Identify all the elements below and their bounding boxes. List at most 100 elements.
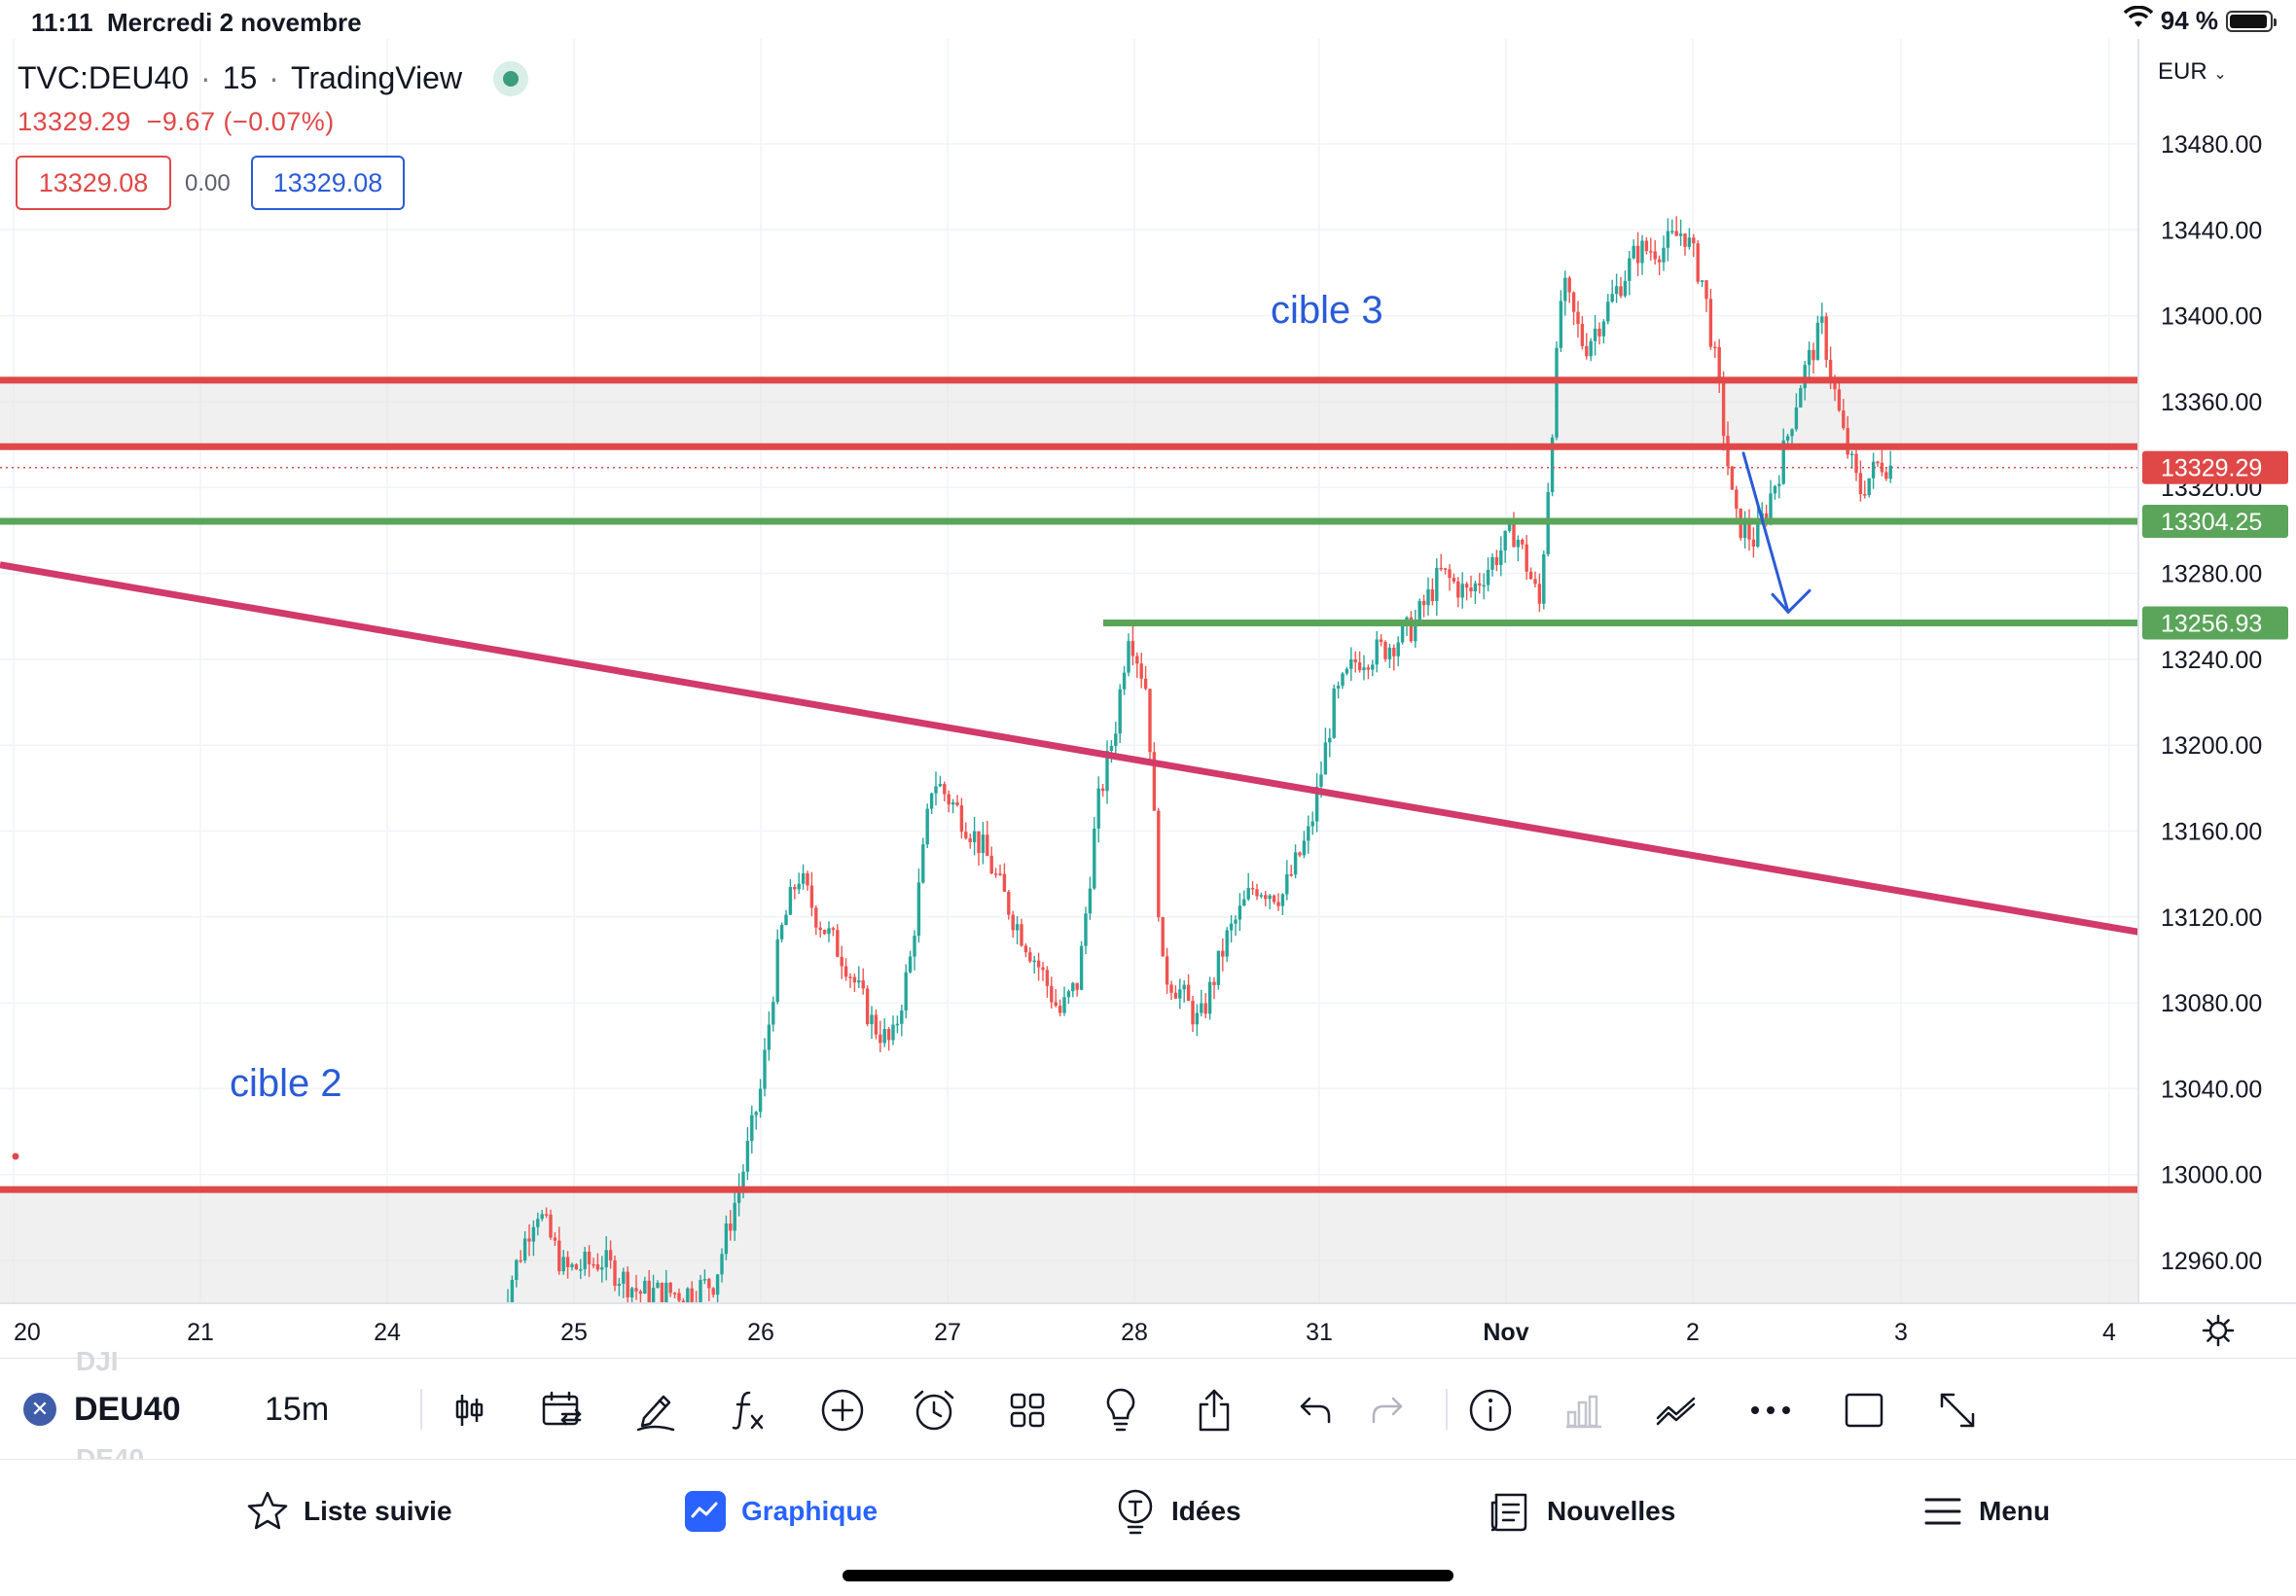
candle-body: [1666, 231, 1670, 248]
redo-icon[interactable]: [1362, 1385, 1413, 1436]
lightbulb-icon[interactable]: [1095, 1385, 1146, 1436]
candle-body: [1157, 810, 1161, 917]
candle-body: [763, 1049, 767, 1089]
candle-body: [729, 1223, 733, 1231]
candle-body: [720, 1254, 724, 1275]
market-status-icon[interactable]: [493, 60, 529, 96]
candle-body: [1182, 984, 1186, 990]
square-icon[interactable]: [1839, 1385, 1889, 1436]
candle-body: [1105, 751, 1109, 792]
candle-body: [1118, 689, 1122, 734]
candle-body: [629, 1288, 634, 1298]
candle-body: [908, 956, 913, 973]
candle-body: [861, 980, 865, 989]
candle-body: [1336, 686, 1341, 689]
compare-icon[interactable]: [537, 1385, 588, 1436]
candle-body: [1289, 874, 1293, 876]
candle-body: [1828, 359, 1833, 379]
candle-body: [1824, 316, 1828, 360]
candle-body: [1769, 493, 1773, 519]
layout-grid-icon[interactable]: [1002, 1385, 1053, 1436]
candle-body: [515, 1259, 519, 1281]
candle-body: [707, 1279, 711, 1289]
candle-body: [754, 1112, 758, 1116]
info-icon[interactable]: [1465, 1385, 1516, 1436]
candle-body: [1028, 952, 1032, 962]
candle-body: [565, 1257, 570, 1267]
candle-body: [608, 1250, 613, 1260]
candle-body: [1550, 437, 1555, 492]
price-chart[interactable]: cible 3 cible 2 13480.00 13440.00 13400.00 13…: [0, 39, 2296, 1358]
candle-body: [1747, 522, 1751, 540]
candle-body: [1464, 584, 1469, 588]
more-icon[interactable]: [1745, 1385, 1796, 1436]
time-tick-label: 28: [1121, 1319, 1148, 1346]
candle-body: [1790, 429, 1794, 437]
data-source: TradingView: [290, 60, 463, 95]
tab-menu[interactable]: Menu: [1920, 1484, 2050, 1539]
candle-body: [1011, 914, 1015, 931]
candle-body: [638, 1291, 643, 1295]
trendline: [0, 561, 2139, 936]
candle-body: [1614, 286, 1619, 295]
interval-selector[interactable]: 15m: [265, 1391, 330, 1428]
candle-body: [1726, 436, 1730, 467]
candle-body: [1426, 588, 1430, 606]
candle-body: [1152, 752, 1157, 811]
candle-body: [711, 1288, 715, 1295]
alarm-clock-icon[interactable]: [909, 1385, 959, 1436]
candle-body: [1815, 322, 1820, 361]
symbol-header[interactable]: TVC:DEU40 · 15 · TradingView: [18, 60, 529, 96]
tab-watchlist[interactable]: Liste suivie: [245, 1484, 452, 1539]
candle-body: [522, 1238, 527, 1261]
candle-body: [972, 831, 977, 842]
trend-lines-icon[interactable]: [1652, 1385, 1703, 1436]
candle-body: [1884, 472, 1888, 479]
candle-body: [1096, 788, 1100, 829]
share-icon[interactable]: [1189, 1385, 1239, 1436]
candle-body: [1525, 544, 1528, 572]
price-tick-label: 13200.00: [2161, 732, 2262, 760]
candle-body: [1640, 240, 1644, 264]
undo-icon[interactable]: [1290, 1385, 1341, 1436]
buy-button[interactable]: 13329.08: [251, 156, 405, 210]
candle-body: [1323, 742, 1328, 775]
time-tick-label: 21: [187, 1319, 214, 1346]
toolbar-symbol[interactable]: DEU40: [74, 1391, 181, 1428]
indicators-fx-icon[interactable]: [724, 1385, 774, 1436]
candle-body: [1490, 556, 1494, 570]
candle-body: [1730, 466, 1735, 490]
candle-body: [1191, 1001, 1195, 1025]
candle-body: [1280, 894, 1285, 906]
candle-body: [814, 907, 818, 928]
candle-body: [913, 936, 916, 957]
candle-body: [1400, 623, 1405, 643]
candle-body: [1469, 587, 1473, 592]
candle-body: [1212, 981, 1216, 985]
candle-body: [1255, 889, 1259, 897]
candle-body: [574, 1264, 579, 1270]
candle-body: [1195, 1012, 1200, 1025]
candle-body: [1537, 584, 1542, 604]
add-icon[interactable]: [817, 1385, 868, 1436]
candle-body: [831, 928, 836, 931]
tab-news[interactable]: Nouvelles: [1489, 1484, 1675, 1539]
sell-button[interactable]: 13329.08: [16, 156, 171, 210]
lightbulb-icon: [1113, 1489, 1158, 1535]
gear-icon[interactable]: [2201, 1313, 2236, 1348]
candle-body: [1216, 950, 1221, 985]
candle-body: [1528, 571, 1533, 580]
status-date: Mercredi 2 novembre: [107, 8, 362, 37]
candle-body: [1135, 656, 1139, 664]
candle-body: [1392, 647, 1396, 656]
candles-icon[interactable]: [444, 1385, 494, 1436]
tab-chart[interactable]: Graphique: [683, 1484, 878, 1539]
drawing-pen-icon[interactable]: [630, 1385, 681, 1436]
currency-selector[interactable]: EUR ⌄: [2158, 58, 2227, 86]
fullscreen-icon[interactable]: [1932, 1385, 1983, 1436]
close-icon[interactable]: ✕: [23, 1393, 56, 1426]
price-tick-label: 13000.00: [2161, 1162, 2262, 1189]
bar-chart-icon[interactable]: [1559, 1385, 1609, 1436]
candle-body: [1499, 550, 1503, 565]
tab-ideas[interactable]: Idées: [1113, 1484, 1241, 1539]
